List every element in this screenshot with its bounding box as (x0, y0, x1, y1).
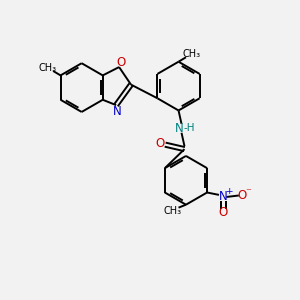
Text: O: O (116, 56, 126, 68)
Text: N: N (113, 105, 122, 118)
Text: N: N (175, 122, 184, 135)
Text: O: O (219, 206, 228, 219)
Text: CH₃: CH₃ (183, 49, 201, 59)
Text: CH₃: CH₃ (164, 206, 182, 216)
Text: CH₃: CH₃ (38, 63, 56, 73)
Text: -H: -H (184, 123, 195, 133)
Text: +: + (225, 187, 232, 196)
Text: O: O (237, 189, 247, 202)
Text: O: O (155, 137, 165, 150)
Text: ⁻: ⁻ (245, 187, 251, 197)
Text: N: N (219, 190, 228, 203)
